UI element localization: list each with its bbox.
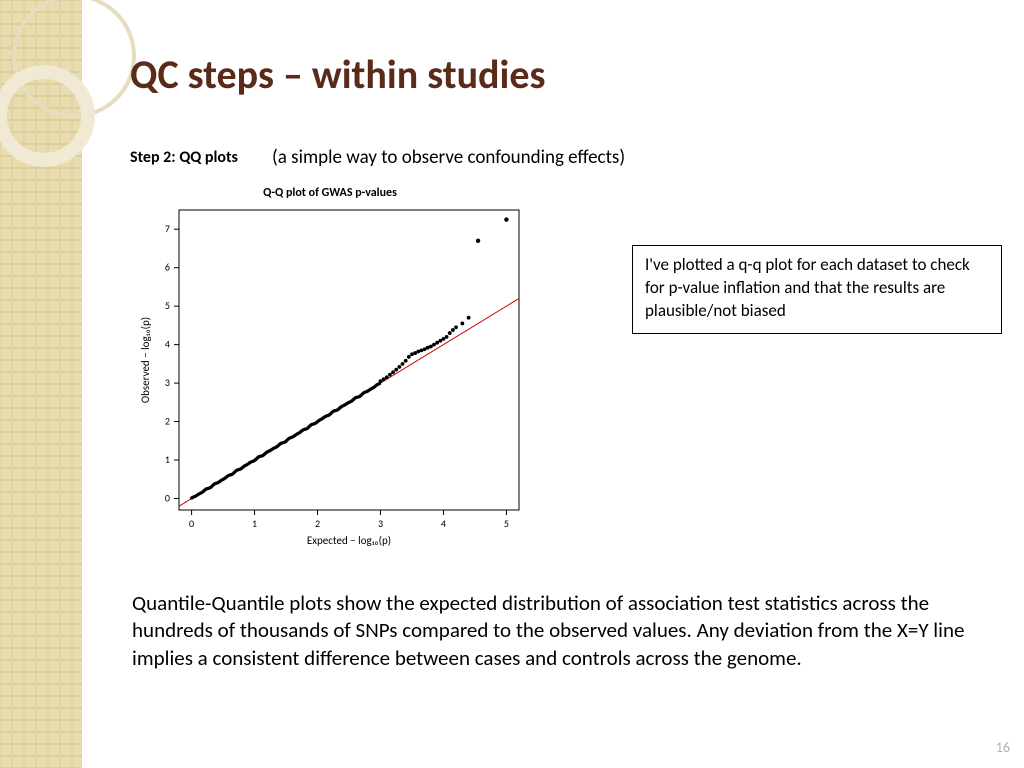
svg-text:5: 5: [504, 517, 509, 530]
body-paragraph: Quantile-Quantile plots show the expecte…: [132, 590, 982, 672]
chart-title: Q-Q plot of GWAS p-values: [135, 186, 525, 200]
svg-text:1: 1: [252, 517, 257, 530]
annotation-box: I've plotted a q-q plot for each dataset…: [632, 245, 1002, 334]
annotation-text: I've plotted a q-q plot for each dataset…: [645, 254, 970, 321]
decorative-sidebar: [0, 0, 82, 768]
svg-text:4: 4: [165, 338, 170, 351]
svg-text:5: 5: [165, 299, 170, 312]
qq-chart: Q-Q plot of GWAS p-values 0 1 2 3 4 5 0 1 2 3 4 5 6 7…: [135, 186, 525, 555]
page-number: 16: [996, 739, 1010, 756]
step-description: (a simple way to observe confounding eff…: [272, 146, 625, 169]
qq-plot-svg: 0 1 2 3 4 5 0 1 2 3 4 5 6 7 Expected − log₁₀(p) Observe…: [135, 204, 525, 550]
sidebar-circles: [0, 0, 160, 200]
svg-text:Expected − log₁₀(p): Expected − log₁₀(p): [307, 534, 391, 547]
svg-text:3: 3: [378, 517, 383, 530]
svg-text:1: 1: [165, 453, 170, 466]
svg-text:2: 2: [165, 415, 170, 428]
svg-text:0: 0: [165, 491, 170, 504]
slide-title: QC steps – within studies: [130, 50, 545, 99]
svg-text:6: 6: [165, 261, 170, 274]
svg-text:7: 7: [165, 222, 170, 235]
svg-text:3: 3: [165, 376, 170, 389]
svg-text:Observed − log₁₀(p): Observed − log₁₀(p): [139, 317, 152, 403]
step-label: Step 2: QQ plots: [130, 148, 238, 167]
svg-text:4: 4: [441, 517, 446, 530]
svg-text:2: 2: [315, 517, 320, 530]
svg-text:0: 0: [189, 517, 194, 530]
